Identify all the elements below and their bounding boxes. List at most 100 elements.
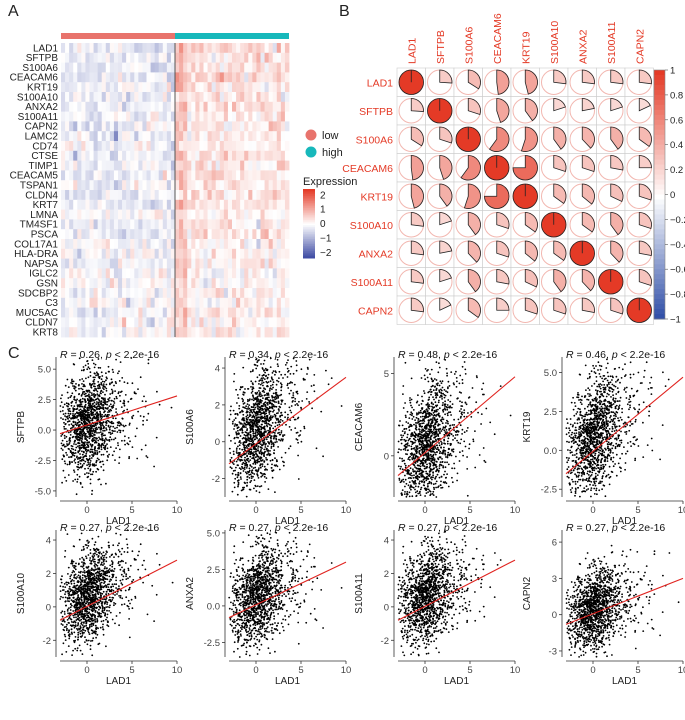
scatter-point: [105, 424, 107, 426]
heatmap-cell: [122, 92, 127, 103]
heatmap-cell: [223, 72, 229, 83]
heatmap-cell: [207, 92, 213, 103]
scatter-point: [92, 408, 95, 411]
heatmap-cell: [183, 160, 188, 171]
scatter-point: [284, 451, 287, 454]
scatter-point: [61, 410, 64, 412]
heatmap-cell: [85, 209, 90, 220]
scatter-point: [260, 472, 263, 475]
heatmap-cell: [146, 180, 151, 191]
heatmap-cell: [130, 121, 135, 132]
heatmap-cell: [252, 239, 257, 250]
heatmap-cell: [158, 111, 164, 122]
scatter-point: [93, 453, 95, 455]
heatmap-cell: [232, 52, 237, 63]
heatmap-cell: [276, 160, 282, 171]
heatmap-cell: [85, 111, 90, 122]
heatmap-cell: [158, 43, 164, 54]
heatmap-cell: [109, 62, 115, 73]
heatmap-cell: [73, 180, 78, 191]
heatmap-cell: [154, 199, 160, 210]
heatmap-cell: [187, 141, 192, 152]
scatter-point: [88, 465, 91, 468]
scatter-point: [277, 380, 280, 383]
heatmap-cell: [236, 170, 241, 181]
scatter-point: [74, 423, 77, 426]
scatter-point: [120, 406, 123, 408]
heatmap-cell: [89, 72, 94, 83]
heatmap-cell: [256, 219, 261, 230]
heatmap-cell: [219, 239, 225, 250]
heatmap-cell: [260, 160, 265, 171]
heatmap-cell: [260, 111, 265, 122]
heatmap-cell: [158, 180, 164, 191]
heatmap-cell: [195, 82, 200, 93]
heatmap-cell: [73, 150, 78, 161]
heatmap-cell: [154, 121, 160, 132]
heatmap-cell: [199, 239, 204, 250]
scatter-point: [104, 407, 107, 409]
heatmap-cell: [73, 62, 78, 73]
heatmap-cell: [166, 82, 172, 93]
scatter-point: [263, 378, 266, 380]
scatter-point: [99, 413, 102, 416]
heatmap-cell: [187, 52, 192, 63]
heatmap-cell: [264, 199, 270, 210]
heatmap-cell: [260, 82, 265, 93]
scatter-point: [280, 403, 283, 405]
heatmap-cell: [105, 101, 111, 112]
scatter-point: [74, 439, 76, 442]
scatter-point: [93, 372, 96, 375]
heatmap-cell: [105, 131, 111, 142]
heatmap-cell: [191, 170, 196, 181]
scatter-point: [228, 447, 231, 450]
scatter-point: [252, 462, 255, 465]
heatmap-cell: [162, 62, 168, 73]
scatter-point: [255, 403, 257, 406]
scatter-point: [86, 409, 89, 411]
scatter-point: [252, 369, 254, 371]
heatmap-cell: [126, 219, 131, 230]
heatmap-cell: [248, 131, 253, 142]
heatmap-cell: [101, 190, 107, 201]
heatmap-cell: [118, 62, 123, 73]
heatmap-cell: [280, 229, 286, 240]
heatmap-cell: [215, 209, 221, 220]
scatter-point: [254, 428, 257, 431]
scatter-point: [109, 393, 112, 395]
heatmap-cell: [232, 209, 237, 220]
heatmap-cell: [113, 239, 119, 250]
heatmap-cell: [248, 72, 253, 83]
heatmap-cell: [211, 43, 217, 54]
heatmap-cell: [85, 141, 90, 152]
scatter-point: [308, 401, 310, 403]
heatmap-cell: [236, 160, 241, 171]
heatmap-cell: [260, 121, 265, 132]
scatter-point: [248, 404, 251, 406]
heatmap-cell: [81, 209, 86, 220]
scatter-point: [71, 461, 73, 463]
scatter-point: [89, 405, 92, 407]
heatmap-cell: [81, 229, 86, 240]
scatter-point: [275, 391, 277, 394]
scatter-point: [251, 437, 254, 440]
heatmap-cell: [150, 92, 156, 103]
heatmap-cell: [109, 72, 115, 83]
heatmap-cell: [195, 209, 200, 220]
heatmap-cell: [97, 170, 103, 181]
scatter-point: [409, 401, 412, 404]
scatter-point: [245, 467, 248, 469]
heatmap-cell: [252, 92, 257, 103]
heatmap-cell: [77, 170, 82, 181]
heatmap-cell: [244, 239, 249, 250]
heatmap-cell: [69, 229, 74, 240]
scatter-point: [267, 449, 269, 452]
heatmap-cell: [162, 101, 168, 112]
scatter-point: [85, 432, 87, 435]
scatter-point: [87, 416, 89, 419]
heatmap-cell: [105, 170, 111, 181]
scatter-point: [119, 394, 121, 397]
scatter-point: [102, 453, 105, 456]
scatter-point: [260, 459, 262, 462]
heatmap-cell: [207, 209, 213, 220]
